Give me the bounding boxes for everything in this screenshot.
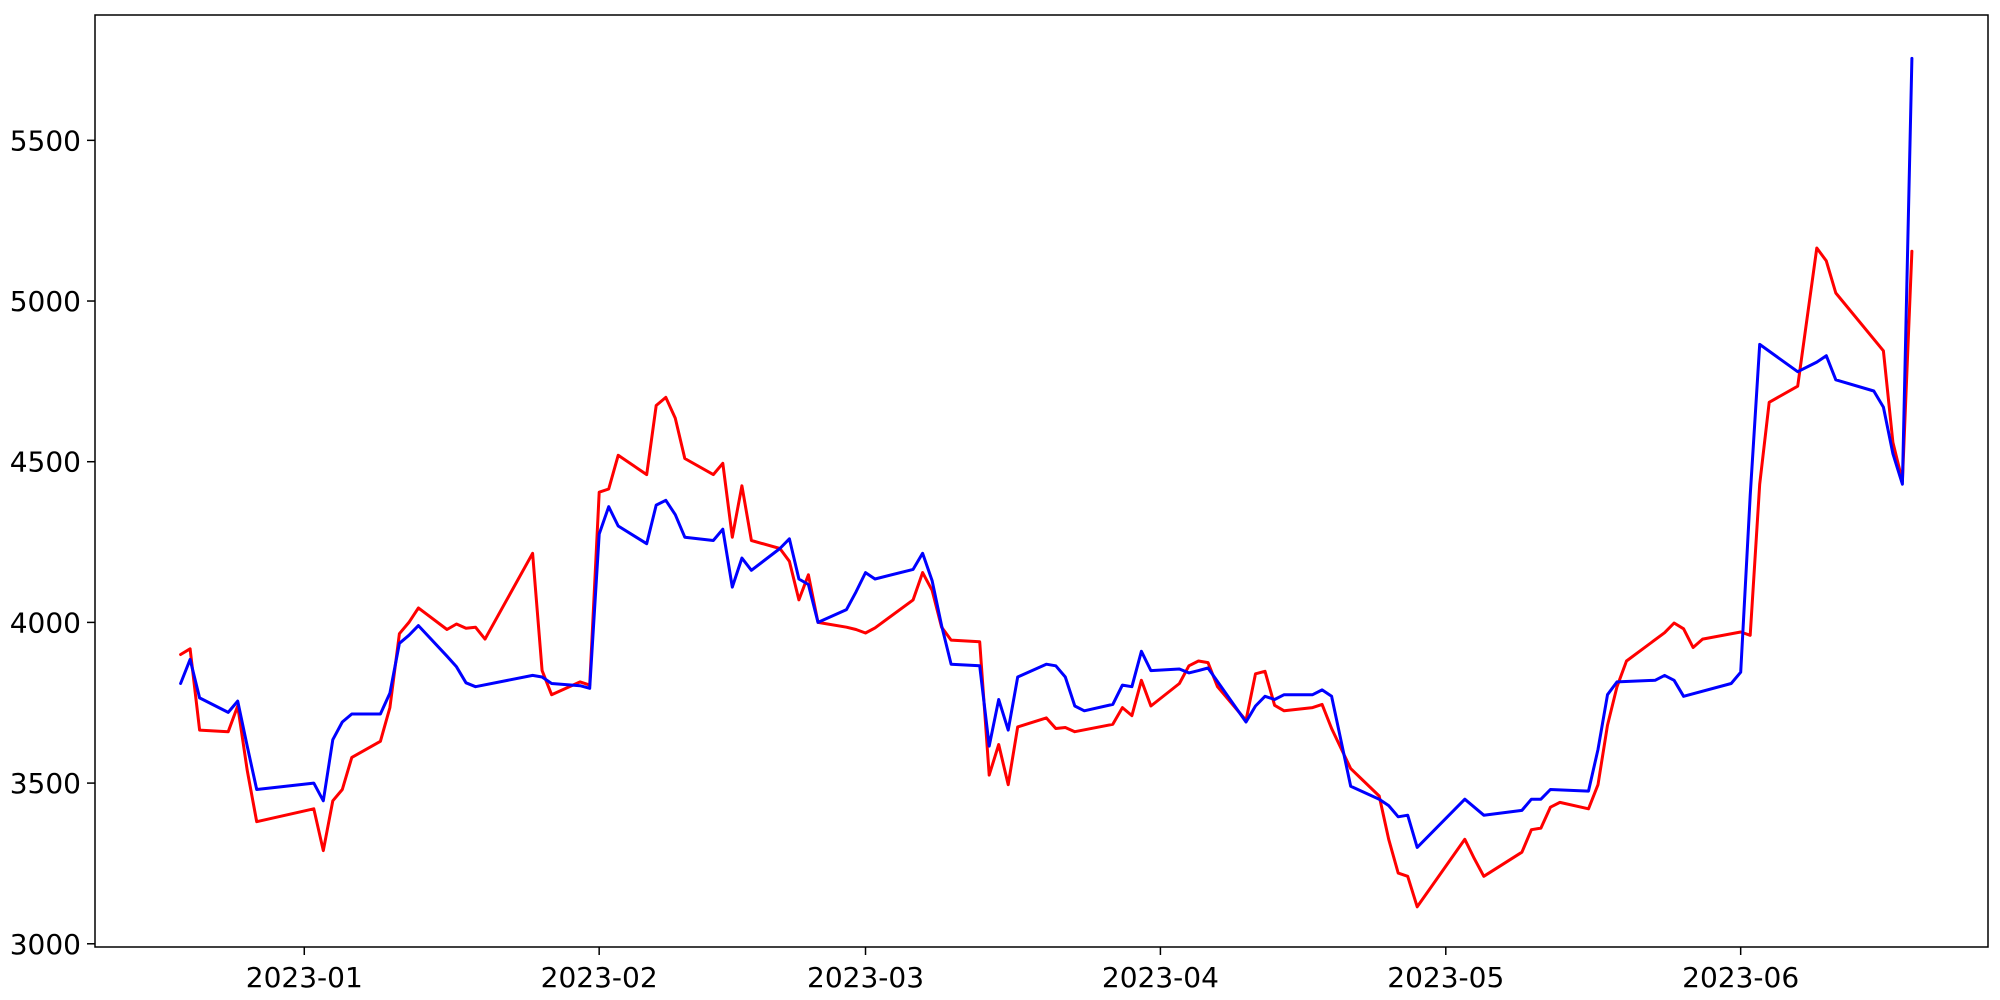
x-tick-label: 2023-03 — [807, 961, 924, 994]
y-tick-label: 5000 — [10, 285, 81, 318]
y-tick-label: 4500 — [10, 446, 81, 479]
y-axis: 3000 3500 4000 4500 5000 5500 — [10, 124, 95, 961]
x-tick-label: 2023-02 — [541, 961, 658, 994]
x-tick-label: 2023-05 — [1387, 961, 1504, 994]
x-tick-label: 2023-04 — [1102, 961, 1219, 994]
plot-frame — [94, 14, 1989, 948]
y-tick-label: 3500 — [10, 767, 81, 800]
y-tick-label: 4000 — [10, 606, 81, 639]
series-line-2 — [179, 56, 1914, 849]
series-line-1 — [179, 246, 1914, 909]
y-tick-label: 5500 — [10, 124, 81, 157]
y-tick-label: 3000 — [10, 928, 81, 961]
x-tick-label: 2023-06 — [1682, 961, 1799, 994]
x-tick-label: 2023-01 — [246, 961, 363, 994]
x-axis: 2023-01 2023-02 2023-03 2023-04 2023-05 2023-… — [246, 947, 1799, 994]
series-layer — [179, 56, 1914, 909]
